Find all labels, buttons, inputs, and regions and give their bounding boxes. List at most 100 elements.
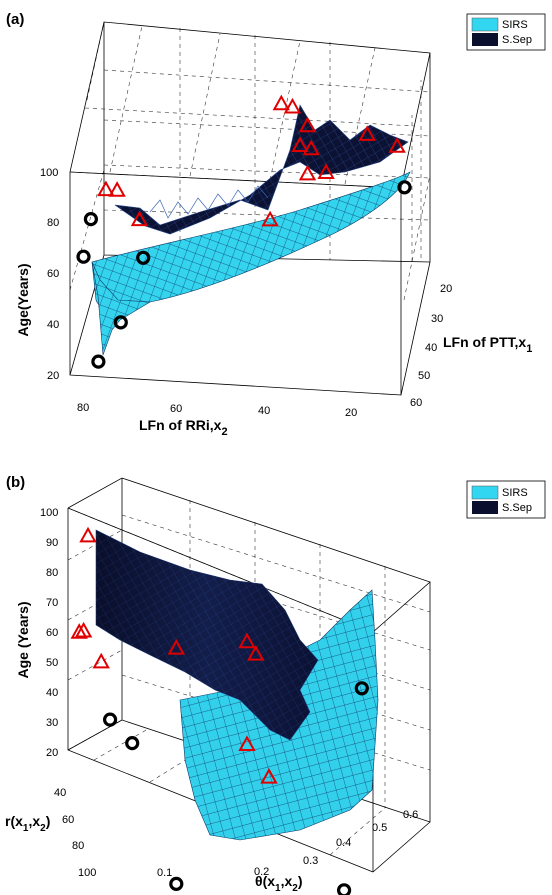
panel-a-label: (a) <box>6 11 24 28</box>
tick-label: 20 <box>440 283 452 295</box>
tick-label: 40 <box>46 687 58 699</box>
panel-a-legend: SIRS S.Sep <box>466 13 546 51</box>
tick-label: 0.3 <box>303 855 318 867</box>
panel-b-legend: SIRS S.Sep <box>466 480 546 519</box>
label-main: r(x <box>5 813 23 829</box>
tick-label: 100 <box>78 867 96 879</box>
tick-label: 0.4 <box>336 837 351 849</box>
tick-label: 70 <box>46 597 58 609</box>
label-end: ) <box>298 873 303 889</box>
legend-swatch-ssep <box>472 501 498 514</box>
sirs-point-marker <box>76 249 91 264</box>
tick-label: 40 <box>258 405 270 417</box>
ssep-point-marker <box>388 137 406 153</box>
panel-a-ssep-markers <box>97 94 406 227</box>
panel-a-z-axis-label: Age(Years) <box>15 263 31 336</box>
panel-a-sirs-spike <box>91 261 151 356</box>
tick-label: 60 <box>47 268 59 280</box>
tick-label: 20 <box>46 747 58 759</box>
tick-label: 100 <box>40 507 58 519</box>
panel-a-sirs-surface <box>91 171 411 309</box>
sirs-point-marker <box>102 712 118 727</box>
legend-label-ssep: S.Sep <box>502 502 532 514</box>
panel-b-ssep-mesh <box>96 530 318 740</box>
tick-label: 60 <box>170 403 182 415</box>
tick-label: 20 <box>345 407 357 419</box>
label-sub: 2 <box>40 823 46 834</box>
tick-label: 40 <box>54 787 66 799</box>
ssep-point-marker <box>317 163 335 179</box>
legend-label-ssep: S.Sep <box>502 34 532 46</box>
panel-a-y-ticks: 20 30 40 50 60 <box>410 283 452 409</box>
panel-a-y-axis-label: LFn of PTT,x1 <box>443 334 532 355</box>
ssep-point-marker <box>291 136 309 152</box>
sirs-point-marker <box>113 315 128 330</box>
ssep-point-marker <box>247 644 265 661</box>
ssep-point-marker <box>302 139 320 156</box>
sirs-point-marker <box>397 180 412 195</box>
ssep-point-marker <box>238 735 256 751</box>
tick-label: 40 <box>47 319 59 331</box>
panel-b-y-axis-label: r(x1,x2) <box>5 813 50 834</box>
label-sep: ,x <box>28 813 40 829</box>
tick-label: 60 <box>62 814 74 826</box>
ssep-point-marker <box>298 164 317 181</box>
panel-a-grid <box>69 21 431 301</box>
label-end: ) <box>46 813 51 829</box>
ssep-point-marker <box>260 767 278 784</box>
ssep-point-marker <box>79 526 97 543</box>
panel-b-label: (b) <box>6 474 25 491</box>
tick-label: 60 <box>410 397 422 409</box>
ssep-point-marker <box>70 623 88 639</box>
panel-b-ssep-markers <box>70 526 278 784</box>
panel-a-ssep-surface <box>114 104 409 235</box>
tick-label: 0.5 <box>372 822 387 834</box>
ssep-point-marker <box>298 116 317 133</box>
ssep-point-marker <box>238 632 256 649</box>
label-sub: 2 <box>221 426 227 438</box>
label-main: θ(x <box>255 873 275 889</box>
tick-label: 50 <box>46 657 58 669</box>
panel-a-x-ticks: 80 60 40 20 <box>77 402 357 419</box>
label-sub: 1 <box>526 343 532 355</box>
panel-b-sirs-markers <box>102 681 369 895</box>
tick-label: 90 <box>46 537 58 549</box>
legend-swatch-sirs <box>471 485 499 500</box>
tick-label: 80 <box>72 840 84 852</box>
tick-label: 0.6 <box>403 809 418 821</box>
ssep-point-marker <box>358 125 376 141</box>
label-sub: 2 <box>292 883 298 894</box>
tick-label: 0.2 <box>254 866 269 878</box>
sirs-point-marker <box>136 250 151 265</box>
sirs-point-marker <box>337 883 352 895</box>
panel-b-x-axis-label: θ(x1,x2) <box>255 873 303 894</box>
tick-label: 50 <box>418 370 430 382</box>
label-sep: ,x <box>281 873 293 889</box>
sirs-point-marker <box>83 212 99 227</box>
label-main: LFn of RRi,x <box>139 417 222 433</box>
sirs-point-marker <box>169 876 184 892</box>
tick-label: 30 <box>46 717 58 729</box>
ssep-point-marker <box>97 180 115 197</box>
tick-label: 20 <box>47 370 59 382</box>
panel-a-x-axis-label: LFn of RRi,x2 <box>139 417 228 438</box>
tick-label: 80 <box>77 402 89 414</box>
panel-a-ssep-ridges <box>149 185 269 219</box>
tick-label: 40 <box>425 342 437 354</box>
tick-label: 80 <box>47 217 59 229</box>
legend-swatch-ssep <box>472 33 498 46</box>
legend-swatch-sirs <box>471 17 499 32</box>
label-sub: 1 <box>275 883 281 894</box>
tick-label: 0.1 <box>157 867 172 879</box>
ssep-point-marker <box>130 210 149 227</box>
ssep-point-marker <box>74 621 93 638</box>
label-sub: 1 <box>23 823 29 834</box>
tick-label: 30 <box>431 313 443 325</box>
panel-b-x-ticks: 0.1 0.2 0.3 0.4 0.5 0.6 <box>157 809 418 879</box>
sirs-point-marker <box>354 681 369 696</box>
tick-label: 60 <box>46 627 58 639</box>
ssep-point-marker <box>261 210 279 227</box>
legend-label-sirs: SIRS <box>502 487 528 499</box>
ssep-point-marker <box>108 181 126 197</box>
